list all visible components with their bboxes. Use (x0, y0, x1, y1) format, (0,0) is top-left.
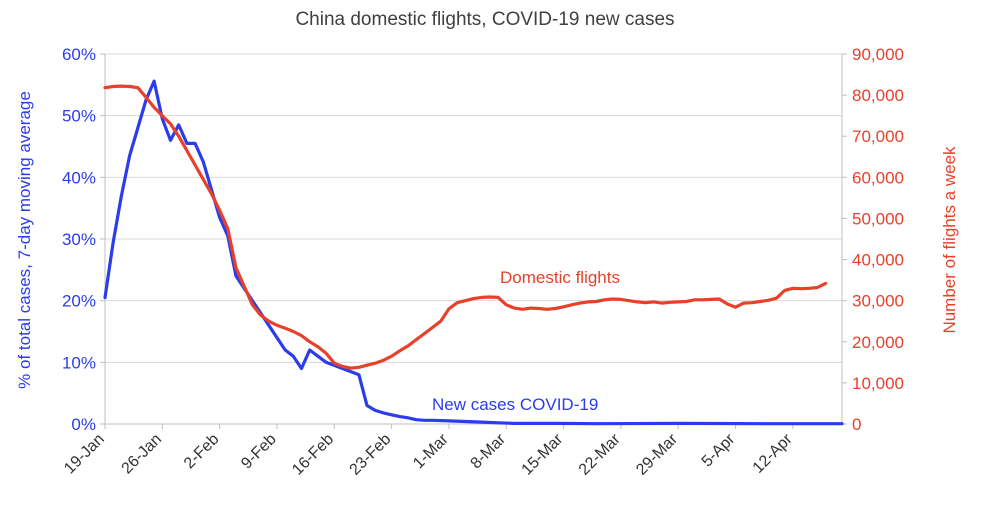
chart-title: China domestic flights, COVID-19 new cas… (295, 9, 674, 30)
right-tick-label: 70,000 (852, 127, 904, 146)
left-tick-label: 0% (71, 415, 96, 434)
x-tick-label: 5-Apr (699, 430, 739, 470)
right-tick-label: 80,000 (852, 86, 904, 105)
x-tick-label: 9-Feb (238, 431, 280, 473)
y-right-axis-label: Number of flights a week (940, 146, 959, 334)
left-axis-ticks: 0% 10% 20% 30% 40% 50% 60% (62, 45, 105, 434)
series-lines (103, 79, 844, 426)
left-tick-label: 50% (62, 107, 96, 126)
x-axis-ticks: 19-Jan 26-Jan 2-Feb 9-Feb 16-Feb 23-Feb 1-Mar 8… (61, 424, 796, 479)
right-tick-label: 30,000 (852, 292, 904, 311)
right-tick-label: 0 (852, 415, 861, 434)
right-tick-label: 60,000 (852, 168, 904, 187)
x-tick-label: 16-Feb (289, 431, 337, 479)
x-tick-label: 2-Feb (181, 431, 223, 473)
right-tick-label: 10,000 (852, 374, 904, 393)
y-left-axis-label: % of total cases, 7-day moving average (15, 91, 34, 389)
left-tick-label: 30% (62, 230, 96, 249)
series-label-new-cases: New cases COVID-19 (432, 395, 598, 414)
right-tick-label: 90,000 (852, 45, 904, 64)
x-tick-label: 19-Jan (61, 431, 108, 478)
left-tick-label: 60% (62, 45, 96, 64)
series-line-domestic-flights (103, 84, 828, 370)
x-tick-label: 22-Mar (576, 430, 624, 478)
x-tick-label: 29-Mar (633, 430, 681, 478)
series-line-new-cases-covid-19 (103, 79, 844, 426)
right-tick-label: 20,000 (852, 333, 904, 352)
left-tick-label: 20% (62, 292, 96, 311)
right-axis-ticks: 0 10,000 20,000 30,000 40,000 50,000 60,000 70,… (842, 45, 904, 434)
x-tick-label: 12-Apr (750, 430, 796, 476)
x-tick-label: 1-Mar (410, 430, 452, 472)
series-label-domestic-flights: Domestic flights (500, 268, 620, 287)
x-tick-label: 15-Mar (519, 430, 567, 478)
right-tick-label: 50,000 (852, 209, 904, 228)
left-tick-label: 40% (62, 168, 96, 187)
right-tick-label: 40,000 (852, 251, 904, 270)
x-tick-label: 8-Mar (468, 430, 510, 472)
x-tick-label: 26-Jan (119, 431, 166, 478)
left-tick-label: 10% (62, 353, 96, 372)
x-tick-label: 23-Feb (347, 431, 395, 479)
